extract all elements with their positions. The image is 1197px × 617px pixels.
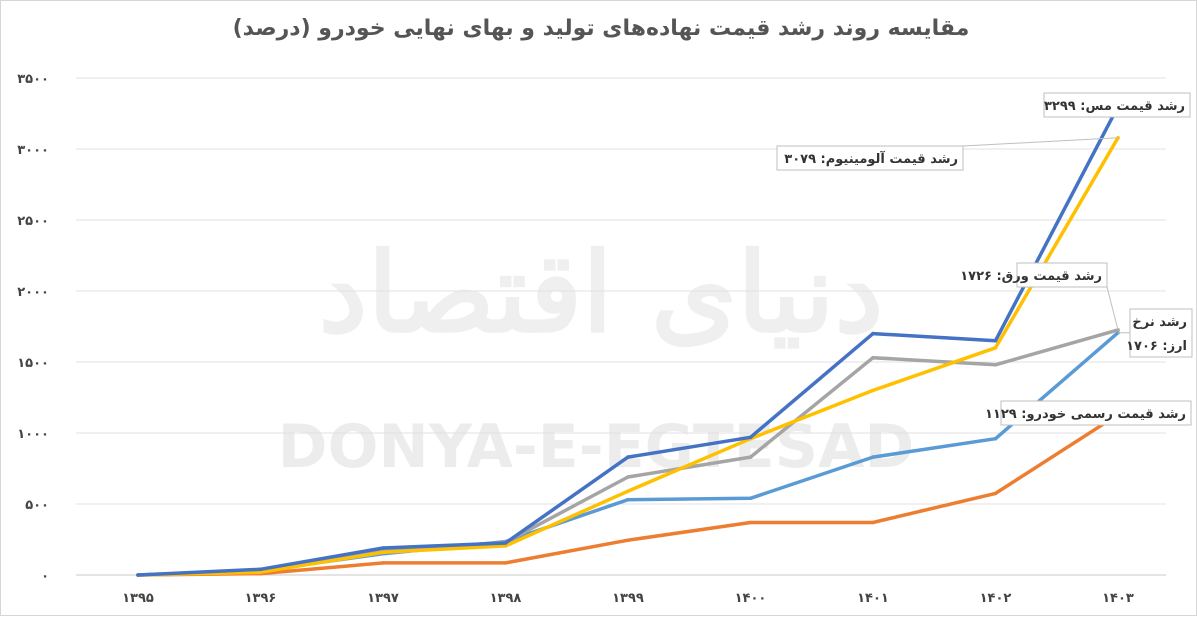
data-point-sheet bbox=[748, 455, 753, 459]
data-point-fx bbox=[748, 496, 753, 501]
annotation-car: رشد قیمت رسمی خودرو: ۱۱۲۹ bbox=[985, 400, 1192, 426]
y-tick-label: ۲۰۰۰ bbox=[17, 285, 49, 300]
data-point-copper bbox=[871, 331, 875, 336]
gridlines bbox=[76, 77, 1166, 576]
annotation-label: رشد قیمت آلومینیوم: ۳۰۷۹ bbox=[784, 150, 958, 167]
annotation-box bbox=[1129, 308, 1193, 358]
annotation-label: ارز: ۱۷۰۶ bbox=[1126, 339, 1187, 354]
x-tick-label: ۱۴۰۰ bbox=[735, 591, 767, 606]
x-tick-label: ۱۳۹۷ bbox=[367, 591, 399, 606]
y-tick-label: ۵۰۰ bbox=[25, 498, 49, 513]
annotation-alum: رشد قیمت آلومینیوم: ۳۰۷۹ bbox=[776, 137, 1119, 171]
x-axis: ۱۳۹۵ ۱۳۹۶ ۱۳۹۷ ۱۳۹۸ ۱۳۹۹ ۱۴۰۰ ۱۴۰۱ ۱۴۰۲ ۱۴۰۳ bbox=[122, 591, 1134, 606]
annotation-box bbox=[1043, 92, 1191, 118]
data-point-car bbox=[993, 491, 998, 496]
watermark-logo-persian: دنیای اقتصاد bbox=[319, 228, 884, 357]
annotations: رشد قیمت مس: ۳۲۹۹ رشد قیمت آلومینیوم: ۳۰۷… bbox=[776, 92, 1193, 426]
annotation-fx: رشد نرخ ارز: ۱۷۰۶ bbox=[1118, 308, 1193, 358]
data-point-copper bbox=[626, 455, 630, 459]
x-tick-label: ۱۴۰۳ bbox=[1102, 591, 1134, 606]
x-tick-label: ۱۴۰۲ bbox=[980, 591, 1012, 606]
y-tick-label: ۳۵۰۰ bbox=[17, 72, 49, 87]
y-axis: ۰ ۵۰۰ ۱۰۰۰ ۱۵۰۰ ۲۰۰۰ ۲۵۰۰ ۳۰۰۰ ۳۵۰۰ bbox=[17, 72, 49, 584]
data-point-car bbox=[381, 561, 385, 565]
annotation-box bbox=[776, 145, 964, 171]
data-point-copper bbox=[748, 435, 753, 440]
annotation-sheet: رشد قیمت ورق: ۱۷۲۶ bbox=[960, 262, 1119, 331]
watermark: دنیای اقتصاد DONYA-E-EGTESAD bbox=[278, 228, 915, 482]
x-tick-label: ۱۳۹۶ bbox=[245, 591, 277, 606]
data-point-car bbox=[503, 561, 508, 565]
annotation-copper: رشد قیمت مس: ۳۲۹۹ bbox=[1043, 92, 1191, 118]
data-point-fx bbox=[993, 436, 998, 441]
data-point-copper bbox=[503, 541, 508, 545]
data-point-car bbox=[626, 538, 630, 542]
x-tick-label: ۱۳۹۸ bbox=[490, 591, 522, 606]
annotation-box bbox=[1016, 262, 1108, 288]
annotation-label: رشد قیمت ورق: ۱۷۲۶ bbox=[960, 269, 1102, 284]
data-point-fx bbox=[626, 497, 630, 502]
annotation-label: رشد قیمت رسمی خودرو: ۱۱۲۹ bbox=[985, 407, 1186, 422]
data-point-alum bbox=[503, 544, 508, 548]
data-point-alum bbox=[871, 388, 875, 393]
data-point-copper bbox=[993, 338, 998, 343]
data-point-alum bbox=[993, 346, 998, 350]
data-point-copper bbox=[381, 546, 385, 550]
data-point-sheet bbox=[871, 355, 875, 360]
x-tick-label: ۱۳۹۹ bbox=[612, 591, 644, 606]
x-tick-label: ۱۴۰۱ bbox=[857, 591, 889, 606]
data-point-fx bbox=[871, 455, 875, 459]
data-point-copper bbox=[136, 573, 140, 577]
data-point-alum bbox=[381, 550, 385, 555]
data-point-alum bbox=[626, 489, 630, 494]
y-tick-label: ۲۵۰۰ bbox=[17, 214, 49, 229]
annotation-box bbox=[1000, 400, 1192, 426]
x-tick-label: ۱۳۹۵ bbox=[122, 591, 154, 606]
series-lines bbox=[136, 104, 1120, 577]
data-point-car bbox=[748, 520, 753, 525]
y-tick-label: ۱۰۰۰ bbox=[17, 427, 49, 442]
watermark-logo-latin: DONYA-E-EGTESAD bbox=[278, 412, 915, 482]
data-point-sheet bbox=[993, 363, 998, 367]
data-point-copper bbox=[258, 567, 263, 572]
chart-title: مقایسه روند رشد قیمت نهاده‌های تولید و ب… bbox=[233, 16, 970, 41]
y-tick-label: ۳۰۰۰ bbox=[17, 143, 49, 158]
annotation-leader-line bbox=[962, 137, 1119, 147]
data-point-car bbox=[871, 520, 875, 525]
annotation-label: رشد قیمت مس: ۳۲۹۹ bbox=[1044, 99, 1185, 114]
annotation-leader-line bbox=[1106, 286, 1119, 331]
annotation-label: رشد نرخ bbox=[1132, 315, 1187, 330]
y-tick-label: ۰ bbox=[41, 569, 49, 584]
y-tick-label: ۱۵۰۰ bbox=[17, 356, 49, 371]
data-point-alum bbox=[258, 570, 263, 574]
data-point-sheet bbox=[626, 475, 630, 479]
